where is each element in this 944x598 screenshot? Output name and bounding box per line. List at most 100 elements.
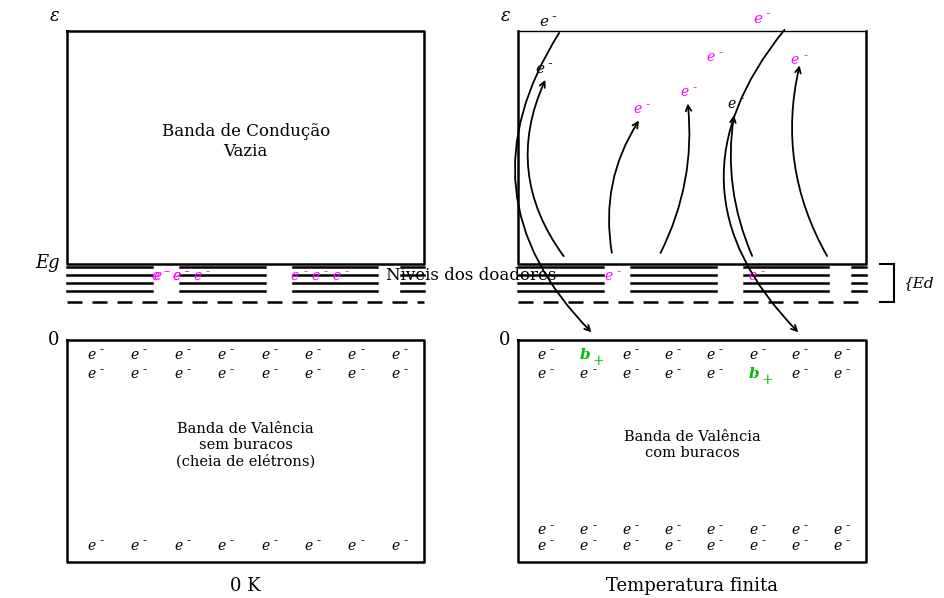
Text: -: - — [324, 265, 328, 277]
Text: -: - — [548, 57, 552, 71]
Text: -: - — [846, 535, 850, 548]
Text: -: - — [360, 363, 364, 376]
Text: -: - — [761, 344, 766, 356]
Text: e: e — [727, 97, 735, 111]
Text: -: - — [677, 363, 681, 376]
Text: -: - — [719, 363, 723, 376]
Text: e: e — [707, 523, 715, 537]
Text: -: - — [273, 535, 278, 548]
Text: e: e — [261, 539, 269, 553]
Text: -: - — [761, 535, 766, 548]
Text: -: - — [143, 363, 147, 376]
Text: 0: 0 — [48, 331, 59, 349]
Text: e: e — [173, 269, 180, 283]
Text: -: - — [229, 363, 234, 376]
Text: e: e — [535, 62, 545, 75]
Text: ε: ε — [50, 7, 59, 25]
Text: e: e — [749, 539, 757, 553]
Text: e: e — [665, 348, 673, 362]
Text: -: - — [549, 519, 554, 532]
Text: -: - — [206, 265, 210, 277]
Text: -: - — [403, 344, 408, 356]
Text: -: - — [229, 535, 234, 548]
Text: -: - — [403, 363, 408, 376]
Text: e: e — [347, 367, 356, 381]
Text: e: e — [791, 348, 800, 362]
Text: +: + — [592, 353, 604, 368]
Text: e: e — [665, 523, 673, 537]
Text: -: - — [273, 344, 278, 356]
Text: e: e — [580, 367, 588, 381]
Text: Banda de Valência
com buracos: Banda de Valência com buracos — [624, 430, 761, 460]
Text: -: - — [761, 519, 766, 532]
Text: e: e — [834, 367, 842, 381]
Text: e: e — [665, 367, 673, 381]
Text: -: - — [634, 535, 638, 548]
Text: e: e — [537, 539, 546, 553]
Text: -: - — [592, 535, 597, 548]
Text: {Ed: {Ed — [903, 276, 935, 290]
Text: Banda de Valência
sem buracos
(cheia de elétrons): Banda de Valência sem buracos (cheia de … — [177, 422, 315, 469]
Text: e: e — [392, 348, 399, 362]
Text: e: e — [707, 367, 715, 381]
Text: 0 K: 0 K — [230, 576, 261, 595]
Text: e: e — [261, 348, 269, 362]
Text: -: - — [229, 344, 234, 356]
Text: e: e — [791, 539, 800, 553]
Text: -: - — [360, 344, 364, 356]
Text: e: e — [633, 102, 641, 117]
Text: e: e — [791, 53, 800, 67]
Text: e: e — [392, 367, 399, 381]
Text: -: - — [549, 535, 554, 548]
Text: e: e — [622, 367, 631, 381]
Text: e: e — [707, 539, 715, 553]
Text: -: - — [803, 344, 808, 356]
Text: e: e — [87, 367, 95, 381]
Text: Eg: Eg — [35, 254, 59, 272]
Text: e: e — [834, 539, 842, 553]
Text: e: e — [580, 539, 588, 553]
Text: -: - — [803, 48, 807, 62]
Text: e: e — [749, 348, 757, 362]
Text: e: e — [152, 269, 160, 283]
Text: e: e — [174, 367, 182, 381]
Text: b: b — [749, 367, 760, 381]
Text: -: - — [316, 363, 321, 376]
Text: e: e — [291, 269, 299, 283]
Text: e: e — [537, 523, 546, 537]
Text: e: e — [347, 348, 356, 362]
Text: e: e — [261, 367, 269, 381]
Text: e: e — [749, 269, 757, 283]
Text: -: - — [677, 519, 681, 532]
Text: e: e — [217, 539, 226, 553]
Text: -: - — [185, 265, 189, 277]
Text: -: - — [143, 535, 147, 548]
Text: -: - — [186, 363, 191, 376]
Text: -: - — [592, 519, 597, 532]
Text: -: - — [719, 519, 723, 532]
Text: e: e — [392, 539, 399, 553]
Text: -: - — [634, 363, 638, 376]
Text: -: - — [345, 265, 348, 277]
Text: e: e — [174, 539, 182, 553]
Text: b: b — [580, 348, 591, 362]
Text: Níveis dos doadores: Níveis dos doadores — [386, 267, 557, 285]
Text: -: - — [185, 265, 189, 277]
Text: +: + — [761, 373, 773, 387]
Text: -: - — [303, 265, 307, 277]
Text: e: e — [217, 367, 226, 381]
Text: -: - — [99, 363, 104, 376]
Text: -: - — [316, 535, 321, 548]
Text: -: - — [846, 519, 850, 532]
Text: ε: ε — [501, 7, 511, 25]
Text: -: - — [551, 10, 556, 24]
Text: -: - — [739, 93, 743, 105]
Text: e: e — [706, 50, 715, 64]
Text: -: - — [99, 344, 104, 356]
Text: e: e — [665, 539, 673, 553]
Text: e: e — [749, 523, 757, 537]
Text: e: e — [173, 269, 180, 283]
Text: 0: 0 — [499, 331, 511, 349]
Text: e: e — [622, 539, 631, 553]
Text: -: - — [761, 265, 765, 277]
